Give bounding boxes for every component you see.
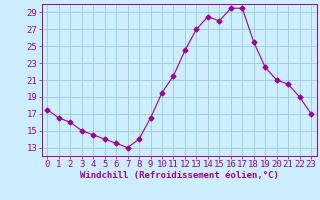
X-axis label: Windchill (Refroidissement éolien,°C): Windchill (Refroidissement éolien,°C) bbox=[80, 171, 279, 180]
